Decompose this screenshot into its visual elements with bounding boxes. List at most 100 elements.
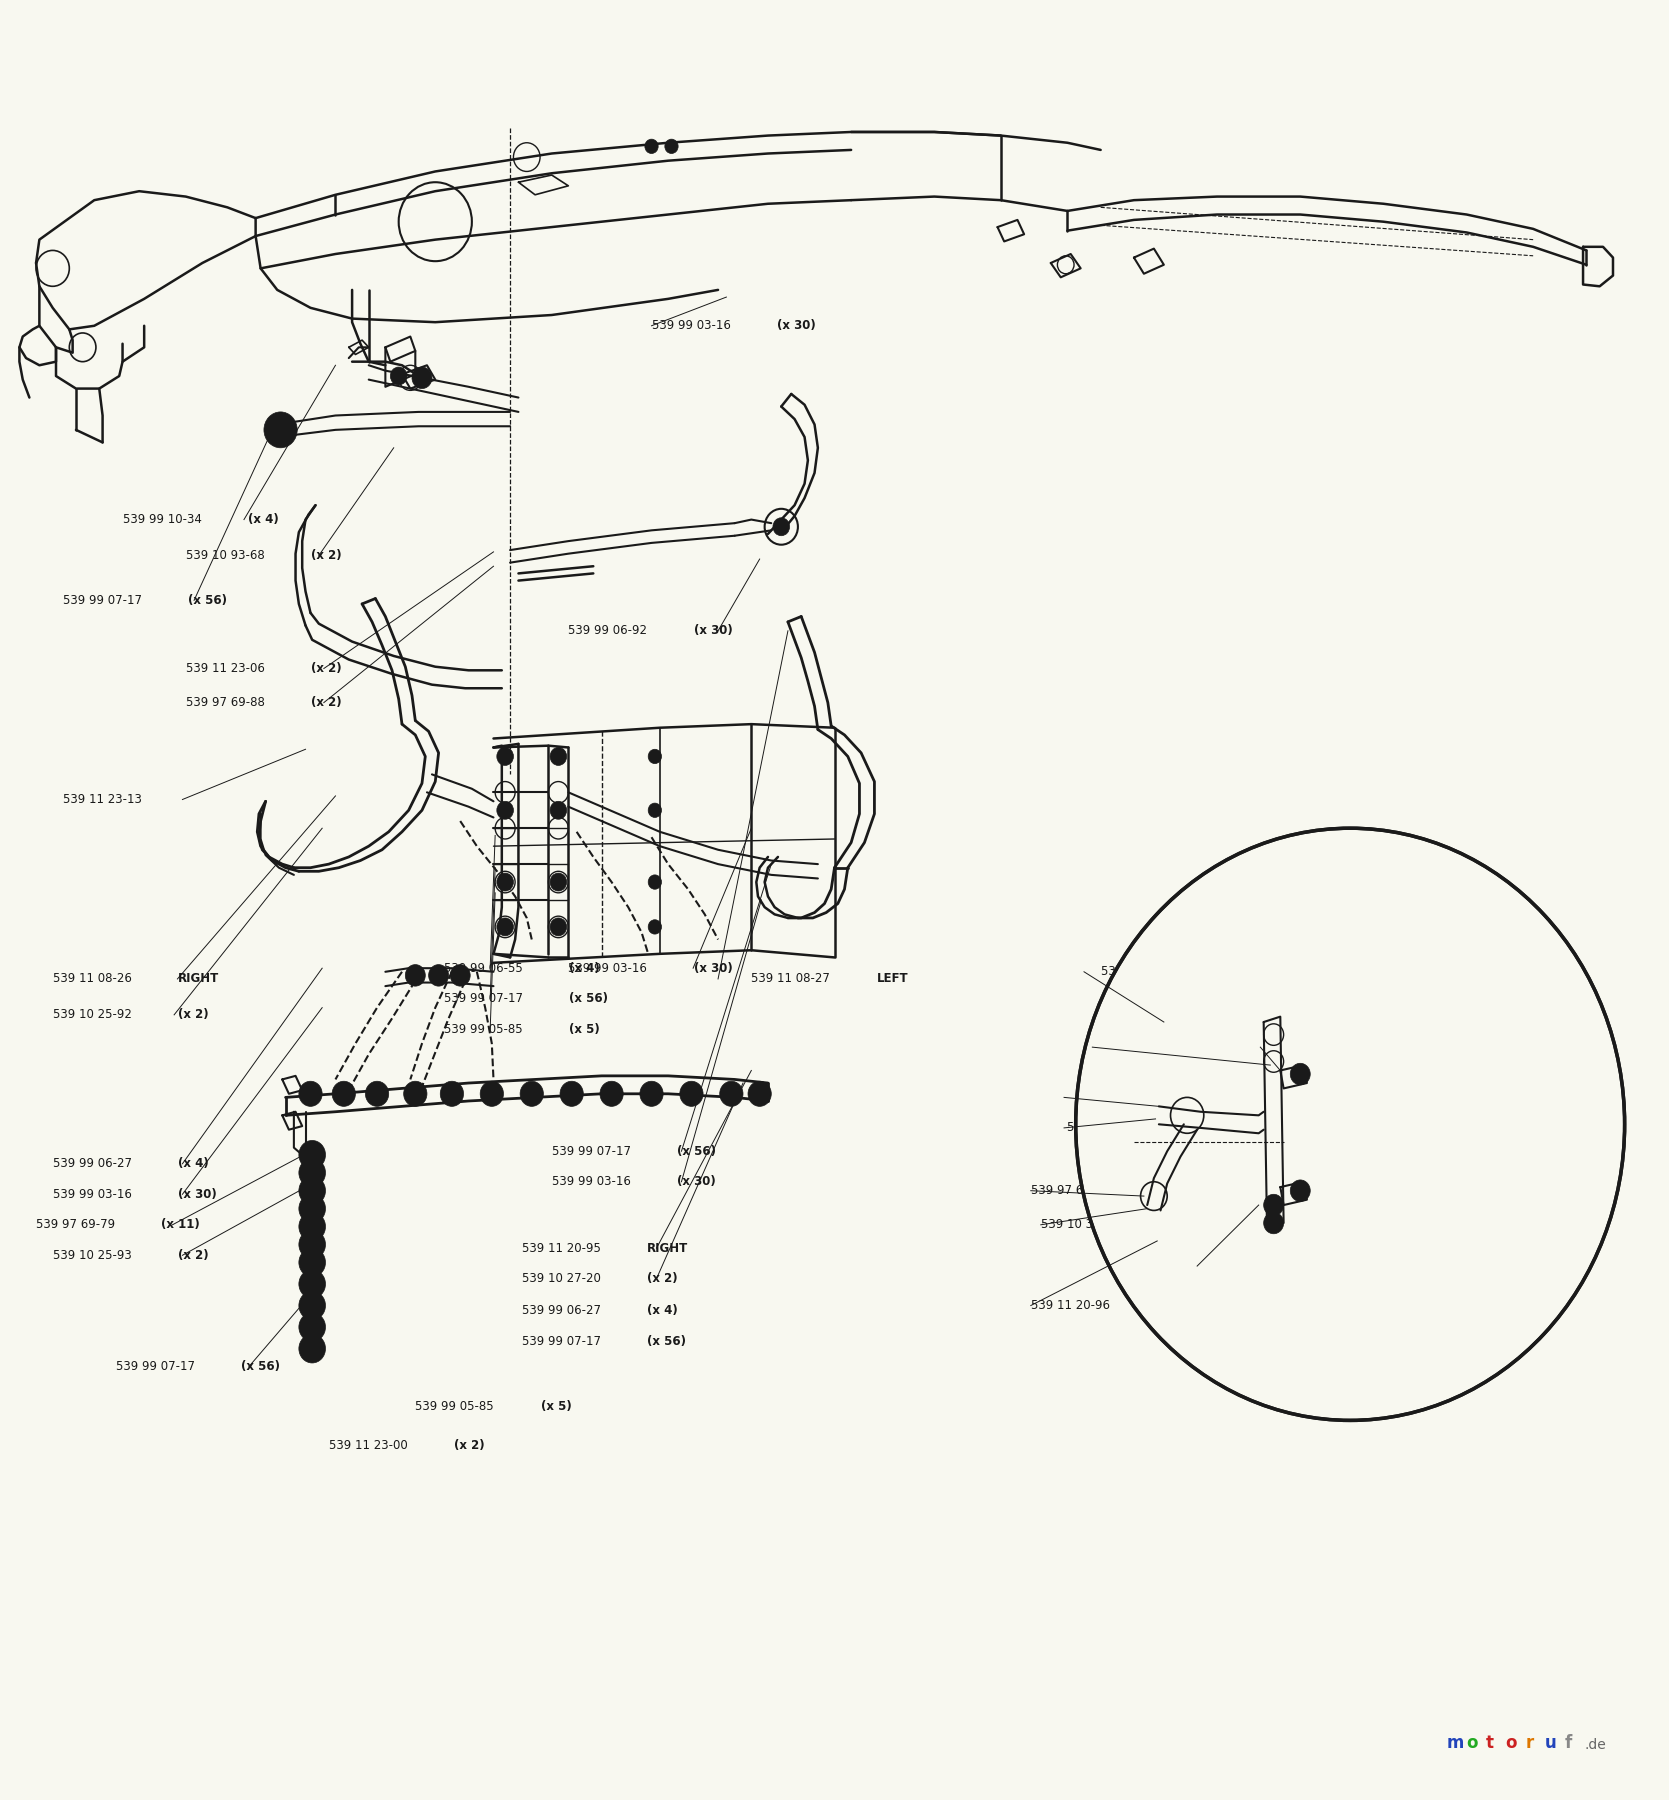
Text: 539 99 05-85: 539 99 05-85 [416, 1400, 497, 1413]
Text: 539 11 20-95: 539 11 20-95 [522, 1242, 604, 1255]
Text: 539 10 10-80: 539 10 10-80 [1082, 1091, 1160, 1103]
Text: 539 99 07-17: 539 99 07-17 [522, 1336, 604, 1348]
Circle shape [366, 1082, 389, 1107]
Text: (x 5): (x 5) [541, 1400, 571, 1413]
Circle shape [299, 1159, 325, 1188]
Circle shape [679, 1082, 703, 1107]
Text: (x 56): (x 56) [648, 1336, 686, 1348]
Text: 539 99 06-92: 539 99 06-92 [569, 625, 651, 637]
Circle shape [391, 367, 407, 385]
Circle shape [1290, 1064, 1310, 1085]
Circle shape [551, 873, 567, 891]
Circle shape [451, 965, 471, 986]
Text: 539 11 23-13: 539 11 23-13 [63, 794, 142, 806]
Circle shape [1263, 1193, 1283, 1215]
Circle shape [648, 875, 661, 889]
Text: 539 97 69-79: 539 97 69-79 [37, 1219, 118, 1231]
Circle shape [748, 1082, 771, 1107]
Text: 539 99 03-16: 539 99 03-16 [651, 319, 734, 333]
Text: 539 11 20-96: 539 11 20-96 [1031, 1300, 1113, 1312]
Text: (x 30): (x 30) [694, 961, 733, 974]
Circle shape [299, 1211, 325, 1240]
Circle shape [773, 518, 789, 536]
Text: 539 10 27-20: 539 10 27-20 [522, 1273, 604, 1285]
Text: 539 10 93-68: 539 10 93-68 [185, 549, 269, 562]
Text: o: o [1467, 1735, 1477, 1753]
Text: 539 99 07-17: 539 99 07-17 [115, 1361, 199, 1373]
Circle shape [497, 801, 514, 819]
Circle shape [497, 873, 514, 891]
Circle shape [406, 965, 426, 986]
Circle shape [521, 1082, 544, 1107]
Text: (x 4): (x 4) [179, 1157, 209, 1170]
Text: 539 99 10-34: 539 99 10-34 [122, 513, 205, 526]
Text: 539 97 69-98: 539 97 69-98 [1031, 1184, 1110, 1197]
Text: m: m [1447, 1735, 1464, 1753]
Circle shape [299, 1193, 325, 1222]
Circle shape [497, 747, 514, 765]
Text: 539 99 07-17: 539 99 07-17 [63, 594, 145, 607]
Text: 539 99 06-27: 539 99 06-27 [53, 1157, 135, 1170]
Text: 539 11 23-00: 539 11 23-00 [329, 1438, 411, 1453]
Circle shape [481, 1082, 504, 1107]
Text: (x 30): (x 30) [694, 625, 733, 637]
Text: (x 4): (x 4) [249, 513, 279, 526]
Text: (x 2): (x 2) [1193, 1121, 1223, 1134]
Circle shape [551, 801, 567, 819]
Text: (x 2): (x 2) [179, 1008, 209, 1021]
Circle shape [561, 1082, 584, 1107]
Text: (x 30): (x 30) [179, 1188, 217, 1201]
Text: 539 11 20-88: 539 11 20-88 [1100, 965, 1180, 977]
Circle shape [664, 139, 678, 153]
Text: 539 11 08-26: 539 11 08-26 [53, 972, 135, 985]
Text: 539 99 03-16: 539 99 03-16 [569, 961, 651, 974]
Text: RIGHT: RIGHT [648, 1242, 688, 1255]
Text: u: u [1545, 1735, 1557, 1753]
Text: (x 30): (x 30) [678, 1175, 716, 1188]
Text: (x 2): (x 2) [648, 1273, 678, 1285]
Text: (x 56): (x 56) [678, 1145, 716, 1157]
Circle shape [648, 920, 661, 934]
Circle shape [1077, 828, 1624, 1420]
Circle shape [599, 1082, 623, 1107]
Circle shape [644, 139, 658, 153]
Text: 539 99 06-27: 539 99 06-27 [522, 1305, 604, 1318]
Text: o: o [1505, 1735, 1517, 1753]
Text: (x 30): (x 30) [778, 319, 816, 333]
Text: 539 11 31-07: 539 11 31-07 [1263, 1040, 1342, 1053]
Text: t: t [1485, 1735, 1494, 1753]
Text: (x 2): (x 2) [179, 1249, 209, 1262]
Text: 539 99 03-16: 539 99 03-16 [53, 1188, 135, 1201]
Circle shape [264, 412, 297, 448]
Text: LEFT: LEFT [1157, 1300, 1188, 1312]
Text: (x 2): (x 2) [454, 1438, 486, 1453]
Text: 539 99 10-34: 539 99 10-34 [1068, 1121, 1150, 1134]
Circle shape [497, 918, 514, 936]
Text: (x 2): (x 2) [310, 549, 342, 562]
Circle shape [648, 803, 661, 817]
Circle shape [1263, 1211, 1283, 1233]
Text: .de: .de [1584, 1739, 1606, 1753]
Text: (x 4): (x 4) [569, 961, 599, 974]
Circle shape [404, 1082, 427, 1107]
Text: (x 2): (x 2) [310, 697, 342, 709]
Circle shape [551, 918, 567, 936]
Text: (x 4): (x 4) [648, 1305, 678, 1318]
Text: 539 10 35-47: 539 10 35-47 [1041, 1219, 1120, 1231]
Text: 539 99 03-16: 539 99 03-16 [552, 1175, 634, 1188]
Text: (x 56): (x 56) [569, 992, 608, 1004]
Text: 539 99 07-17: 539 99 07-17 [444, 992, 526, 1004]
Text: 539 11 08-27: 539 11 08-27 [751, 972, 834, 985]
Text: 539 10 25-92: 539 10 25-92 [53, 1008, 135, 1021]
Circle shape [719, 1082, 743, 1107]
Text: 539 10 25-93: 539 10 25-93 [53, 1249, 135, 1262]
Text: 539 99 05-85: 539 99 05-85 [444, 1022, 526, 1035]
Circle shape [299, 1334, 325, 1363]
Circle shape [551, 747, 567, 765]
Circle shape [299, 1141, 325, 1170]
Text: 539 99 06-55: 539 99 06-55 [444, 961, 526, 974]
Circle shape [299, 1291, 325, 1319]
Circle shape [299, 1312, 325, 1341]
Circle shape [299, 1177, 325, 1204]
Circle shape [299, 1247, 325, 1276]
